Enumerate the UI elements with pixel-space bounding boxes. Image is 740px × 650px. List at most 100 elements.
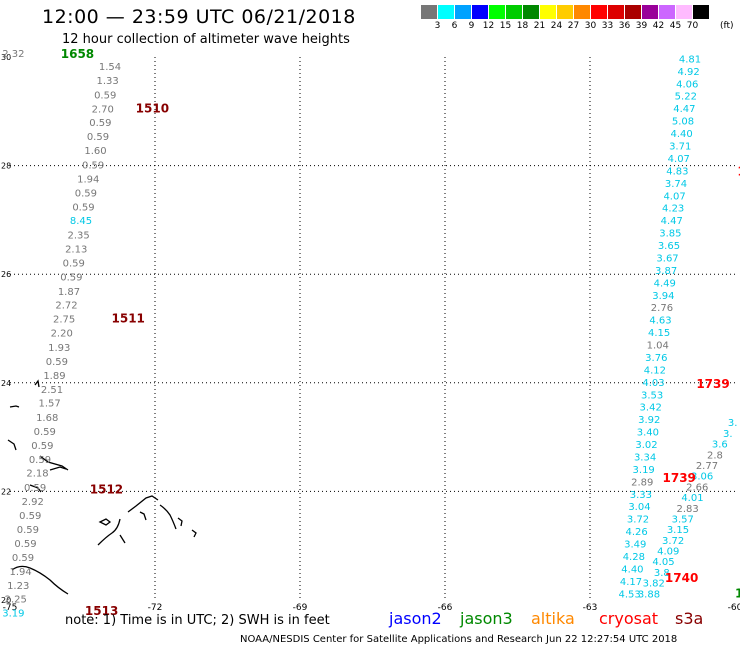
track-value-left: 0.59 xyxy=(31,441,53,452)
legend-label: 42 xyxy=(652,21,665,31)
track-value-right: 3.34 xyxy=(634,452,656,463)
track-value-right: 3.53 xyxy=(641,390,663,401)
legend-swatch xyxy=(506,5,523,19)
coastline xyxy=(49,466,67,471)
legend-label: 33 xyxy=(601,21,614,31)
track-value-right: 4.07 xyxy=(668,154,690,165)
legend-swatch xyxy=(659,5,676,19)
track-value-right: 3.42 xyxy=(640,403,662,414)
track-value-right: 4.47 xyxy=(661,216,683,227)
coastline xyxy=(11,565,69,595)
satellite-s3a: s3a xyxy=(675,609,704,628)
track-value-left: 0.59 xyxy=(89,118,111,129)
coastline xyxy=(119,534,126,544)
satellite-jason3: jason3 xyxy=(460,609,513,628)
legend-swatch xyxy=(421,5,438,19)
track-value-left: 2.35 xyxy=(67,230,89,241)
track-value-left: 0.59 xyxy=(75,189,97,200)
legend-label: 21 xyxy=(533,21,546,31)
track-value-right: 4.23 xyxy=(662,204,684,215)
footer-credit: NOAA/NESDIS Center for Satellite Applica… xyxy=(240,634,678,645)
track-value-right: 5.22 xyxy=(675,92,697,103)
footer-note: note: 1) Time is in UTC; 2) SWH is in fe… xyxy=(65,613,330,628)
track-value-right2: 2.83 xyxy=(676,504,698,515)
track-value-right: 4.03 xyxy=(642,378,664,389)
legend-swatch xyxy=(540,5,557,19)
track-value-right2: 3.8 xyxy=(654,568,670,579)
track-value-left: 1.60 xyxy=(84,146,106,157)
lon-tick-label: -66 xyxy=(438,603,453,613)
lat-tick-label: 20 xyxy=(1,596,11,605)
track-value-right: 2.89 xyxy=(631,477,653,488)
track-value-right: 3.87 xyxy=(655,266,677,277)
track-value-right: 5.08 xyxy=(672,117,694,128)
track-value-right: 2.76 xyxy=(651,303,673,314)
coastline xyxy=(98,518,112,526)
track-value-right: 3.67 xyxy=(656,253,678,264)
coastline xyxy=(97,518,121,546)
track-value-left: 1.23 xyxy=(7,581,29,592)
legend-swatch xyxy=(489,5,506,19)
track-value-left: 2.72 xyxy=(55,300,77,311)
lon-tick-label: -60 xyxy=(728,603,740,613)
track-value-right2: 3.6 xyxy=(712,440,728,451)
track-value-right: 4.28 xyxy=(623,552,645,563)
track-value-left: 1.68 xyxy=(36,413,58,424)
legend-swatch xyxy=(557,5,574,19)
legend-label: 24 xyxy=(550,21,563,31)
page-title: 12:00 — 23:59 UTC 06/21/2018 xyxy=(42,6,356,28)
track-value-left: 0.59 xyxy=(87,132,109,143)
lon-tick-label: -69 xyxy=(293,603,308,613)
lat-tick-label: 22 xyxy=(1,487,11,496)
legend-label: 15 xyxy=(499,21,512,31)
legend-label: 3 xyxy=(434,21,441,31)
coastline xyxy=(127,495,159,513)
legend-swatch xyxy=(455,5,472,19)
coastline xyxy=(9,405,20,408)
track-value-left: 1.94 xyxy=(9,567,31,578)
track-value-right: 4.40 xyxy=(670,129,692,140)
legend-swatch xyxy=(608,5,625,19)
track-value-right: 3.65 xyxy=(658,241,680,252)
track-value-right2: 3.57 xyxy=(672,514,694,525)
pass-time-label: 1739 xyxy=(696,377,729,391)
track-value-right2: 3. xyxy=(728,418,738,429)
track-value-right: 3.02 xyxy=(635,440,657,451)
track-value-left: 0.59 xyxy=(94,90,116,101)
legend-label: 6 xyxy=(451,21,458,31)
track-value-right2: 4.01 xyxy=(681,493,703,504)
legend-label: 9 xyxy=(468,21,475,31)
coastline xyxy=(7,439,17,451)
track-value-right2: 3.72 xyxy=(662,536,684,547)
track-value-left: 0.59 xyxy=(19,511,41,522)
pass-time-label: 1738 xyxy=(737,164,740,178)
track-value-right: 4.12 xyxy=(644,365,666,376)
legend-label: 45 xyxy=(669,21,682,31)
track-value-left: 0.59 xyxy=(82,160,104,171)
track-value-right: 3.92 xyxy=(638,415,660,426)
legend-swatch xyxy=(472,5,489,19)
track-value-right: 4.06 xyxy=(676,79,698,90)
pass-time-label: 1658 xyxy=(61,47,94,61)
legend-label: 70 xyxy=(686,21,699,31)
track-value-left: 0.59 xyxy=(72,203,94,214)
lat-tick-label: 24 xyxy=(1,379,11,388)
track-value-right: 4.63 xyxy=(649,316,671,327)
track-value-right2: 4.09 xyxy=(657,547,679,558)
track-value-right: 3.76 xyxy=(645,353,667,364)
track-value-left: 0.59 xyxy=(12,553,34,564)
track-value-left: 1.89 xyxy=(43,371,65,382)
track-value-right: 4.83 xyxy=(666,166,688,177)
track-value-right: 3.49 xyxy=(624,540,646,551)
legend-swatch xyxy=(438,5,455,19)
track-value-left: 1.94 xyxy=(77,174,99,185)
track-value-right2: 3.06 xyxy=(691,472,713,483)
pass-time-label: 1740 xyxy=(665,571,698,585)
track-value-right: 4.40 xyxy=(621,564,643,575)
lat-tick-label: 26 xyxy=(1,270,11,279)
lon-tick-label: -75 xyxy=(3,603,18,613)
track-value-left: 2.70 xyxy=(92,104,114,115)
coastline xyxy=(159,504,177,530)
coastline xyxy=(177,517,183,527)
page-subtitle: 12 hour collection of altimeter wave hei… xyxy=(62,32,350,47)
